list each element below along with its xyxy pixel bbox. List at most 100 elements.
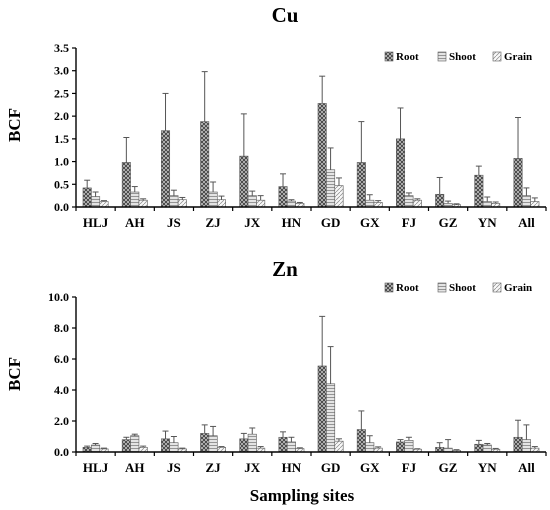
y-tick-label: 2.5 (54, 86, 69, 100)
bar-shoot-zj (208, 435, 218, 453)
legend-label-grain: Grain (504, 51, 532, 63)
x-tick-label: GZ (439, 215, 458, 230)
bar-shoot-all (521, 195, 531, 208)
y-tick-label: 3.5 (54, 41, 69, 55)
legend-swatch-grain (492, 282, 502, 293)
legend-swatch-root (384, 282, 394, 293)
bar-root-yn (474, 443, 484, 453)
legend-label-grain: Grain (504, 282, 532, 294)
bar-shoot-fj (404, 440, 414, 453)
bar-shoot-ah (130, 435, 140, 453)
x-tick-label: HLJ (83, 215, 109, 230)
x-axis-label: Sampling sites (250, 486, 355, 505)
bar-shoot-hlj (91, 196, 101, 208)
y-tick-label: 0.5 (54, 177, 69, 191)
y-tick-label: 3.0 (54, 64, 69, 78)
y-tick-label: 2.0 (54, 414, 69, 428)
legend-label-root: Root (396, 51, 419, 63)
y-tick-label: 8.0 (54, 321, 69, 335)
bar-root-ah (121, 162, 131, 208)
x-tick-label: JS (167, 215, 181, 230)
bar-shoot-jx (247, 195, 257, 208)
x-tick-label: GD (321, 460, 341, 475)
bar-root-gd (317, 365, 327, 453)
bar-grain-jx (256, 199, 266, 208)
legend-swatch-grain (492, 51, 502, 62)
zn-chart-panel: Zn BCF 0.0 2.0 4.0 6.0 8.0 10.0 HLJ AH JS ZJ JX HN G… (5, 257, 547, 475)
y-axis-label: BCF (5, 108, 24, 142)
bar-shoot-jx (247, 433, 257, 453)
x-tick-label: HN (282, 215, 302, 230)
bar-root-zj (200, 121, 210, 208)
bar-shoot-gd (326, 383, 336, 453)
bar-grain-zj (216, 199, 226, 208)
bar-root-all (513, 436, 523, 453)
y-tick-label: 10.0 (48, 290, 69, 304)
bar-root-jx (239, 155, 249, 208)
bar-grain-js (177, 199, 187, 208)
legend-swatch-root (384, 51, 394, 62)
chart-title: Cu (272, 3, 299, 27)
bar-shoot-hn (286, 200, 296, 208)
bar-root-jx (239, 438, 249, 453)
y-tick-label: 1.5 (54, 132, 69, 146)
chart-title: Zn (272, 257, 298, 281)
bar-root-gx (356, 162, 366, 208)
bar-grain-all (530, 201, 540, 208)
bar-root-fj (396, 441, 406, 453)
x-tick-label: JS (167, 460, 181, 475)
bar-root-hn (278, 436, 288, 453)
x-tick-label: All (518, 215, 535, 230)
y-tick-label: 0.0 (54, 445, 69, 459)
bar-shoot-hn (286, 441, 296, 453)
y-axis-label: BCF (5, 357, 24, 391)
bar-grain-fj (412, 199, 422, 208)
x-tick-label: JX (244, 215, 261, 230)
y-tick-label: 2.0 (54, 109, 69, 123)
x-tick-label: AH (125, 215, 145, 230)
bar-root-js (161, 130, 171, 208)
bar-root-zj (200, 433, 210, 453)
bar-shoot-yn (482, 444, 492, 453)
bar-root-js (161, 438, 171, 453)
bar-grain-hlj (99, 201, 109, 208)
bar-grain-gd (334, 440, 344, 453)
x-tick-label: FJ (402, 215, 417, 230)
bar-shoot-js (169, 442, 179, 453)
x-tick-label: HN (282, 460, 302, 475)
x-tick-label: HLJ (83, 460, 109, 475)
bar-root-yn (474, 174, 484, 208)
x-tick-label: GX (360, 460, 380, 475)
x-tick-label: GZ (439, 460, 458, 475)
bar-shoot-fj (404, 195, 414, 208)
bar-shoot-all (521, 439, 531, 453)
x-tick-label: GX (360, 215, 380, 230)
bar-root-fj (396, 138, 406, 208)
x-tick-label: YN (478, 215, 497, 230)
bar-shoot-gx (365, 199, 375, 208)
bar-root-gd (317, 103, 327, 208)
y-tick-label: 4.0 (54, 383, 69, 397)
bar-shoot-hlj (91, 444, 101, 453)
y-tick-label: 0.0 (54, 200, 69, 214)
x-tick-label: All (518, 460, 535, 475)
bar-grain-gd (334, 185, 344, 208)
bar-shoot-yn (482, 201, 492, 208)
legend-swatch-shoot (437, 282, 447, 293)
x-tick-label: FJ (402, 460, 417, 475)
legend-label-root: Root (396, 282, 419, 294)
legend-label-shoot: Shoot (449, 282, 476, 294)
bar-root-ah (121, 439, 131, 453)
x-tick-label: GD (321, 215, 341, 230)
bar-grain-ah (138, 199, 148, 208)
cu-chart-panel: Cu BCF 0.0 0.5 1.0 1.5 2.0 2.5 3.0 3.5 HLJ AH JS ZJ… (5, 3, 547, 230)
x-tick-label: JX (244, 460, 261, 475)
bar-root-gx (356, 429, 366, 453)
x-tick-label: YN (478, 460, 497, 475)
bar-root-all (513, 158, 523, 208)
bar-root-gz (435, 193, 445, 208)
legend-swatch-shoot (437, 51, 447, 62)
legend-label-shoot: Shoot (449, 51, 476, 63)
bar-shoot-gx (365, 442, 375, 453)
